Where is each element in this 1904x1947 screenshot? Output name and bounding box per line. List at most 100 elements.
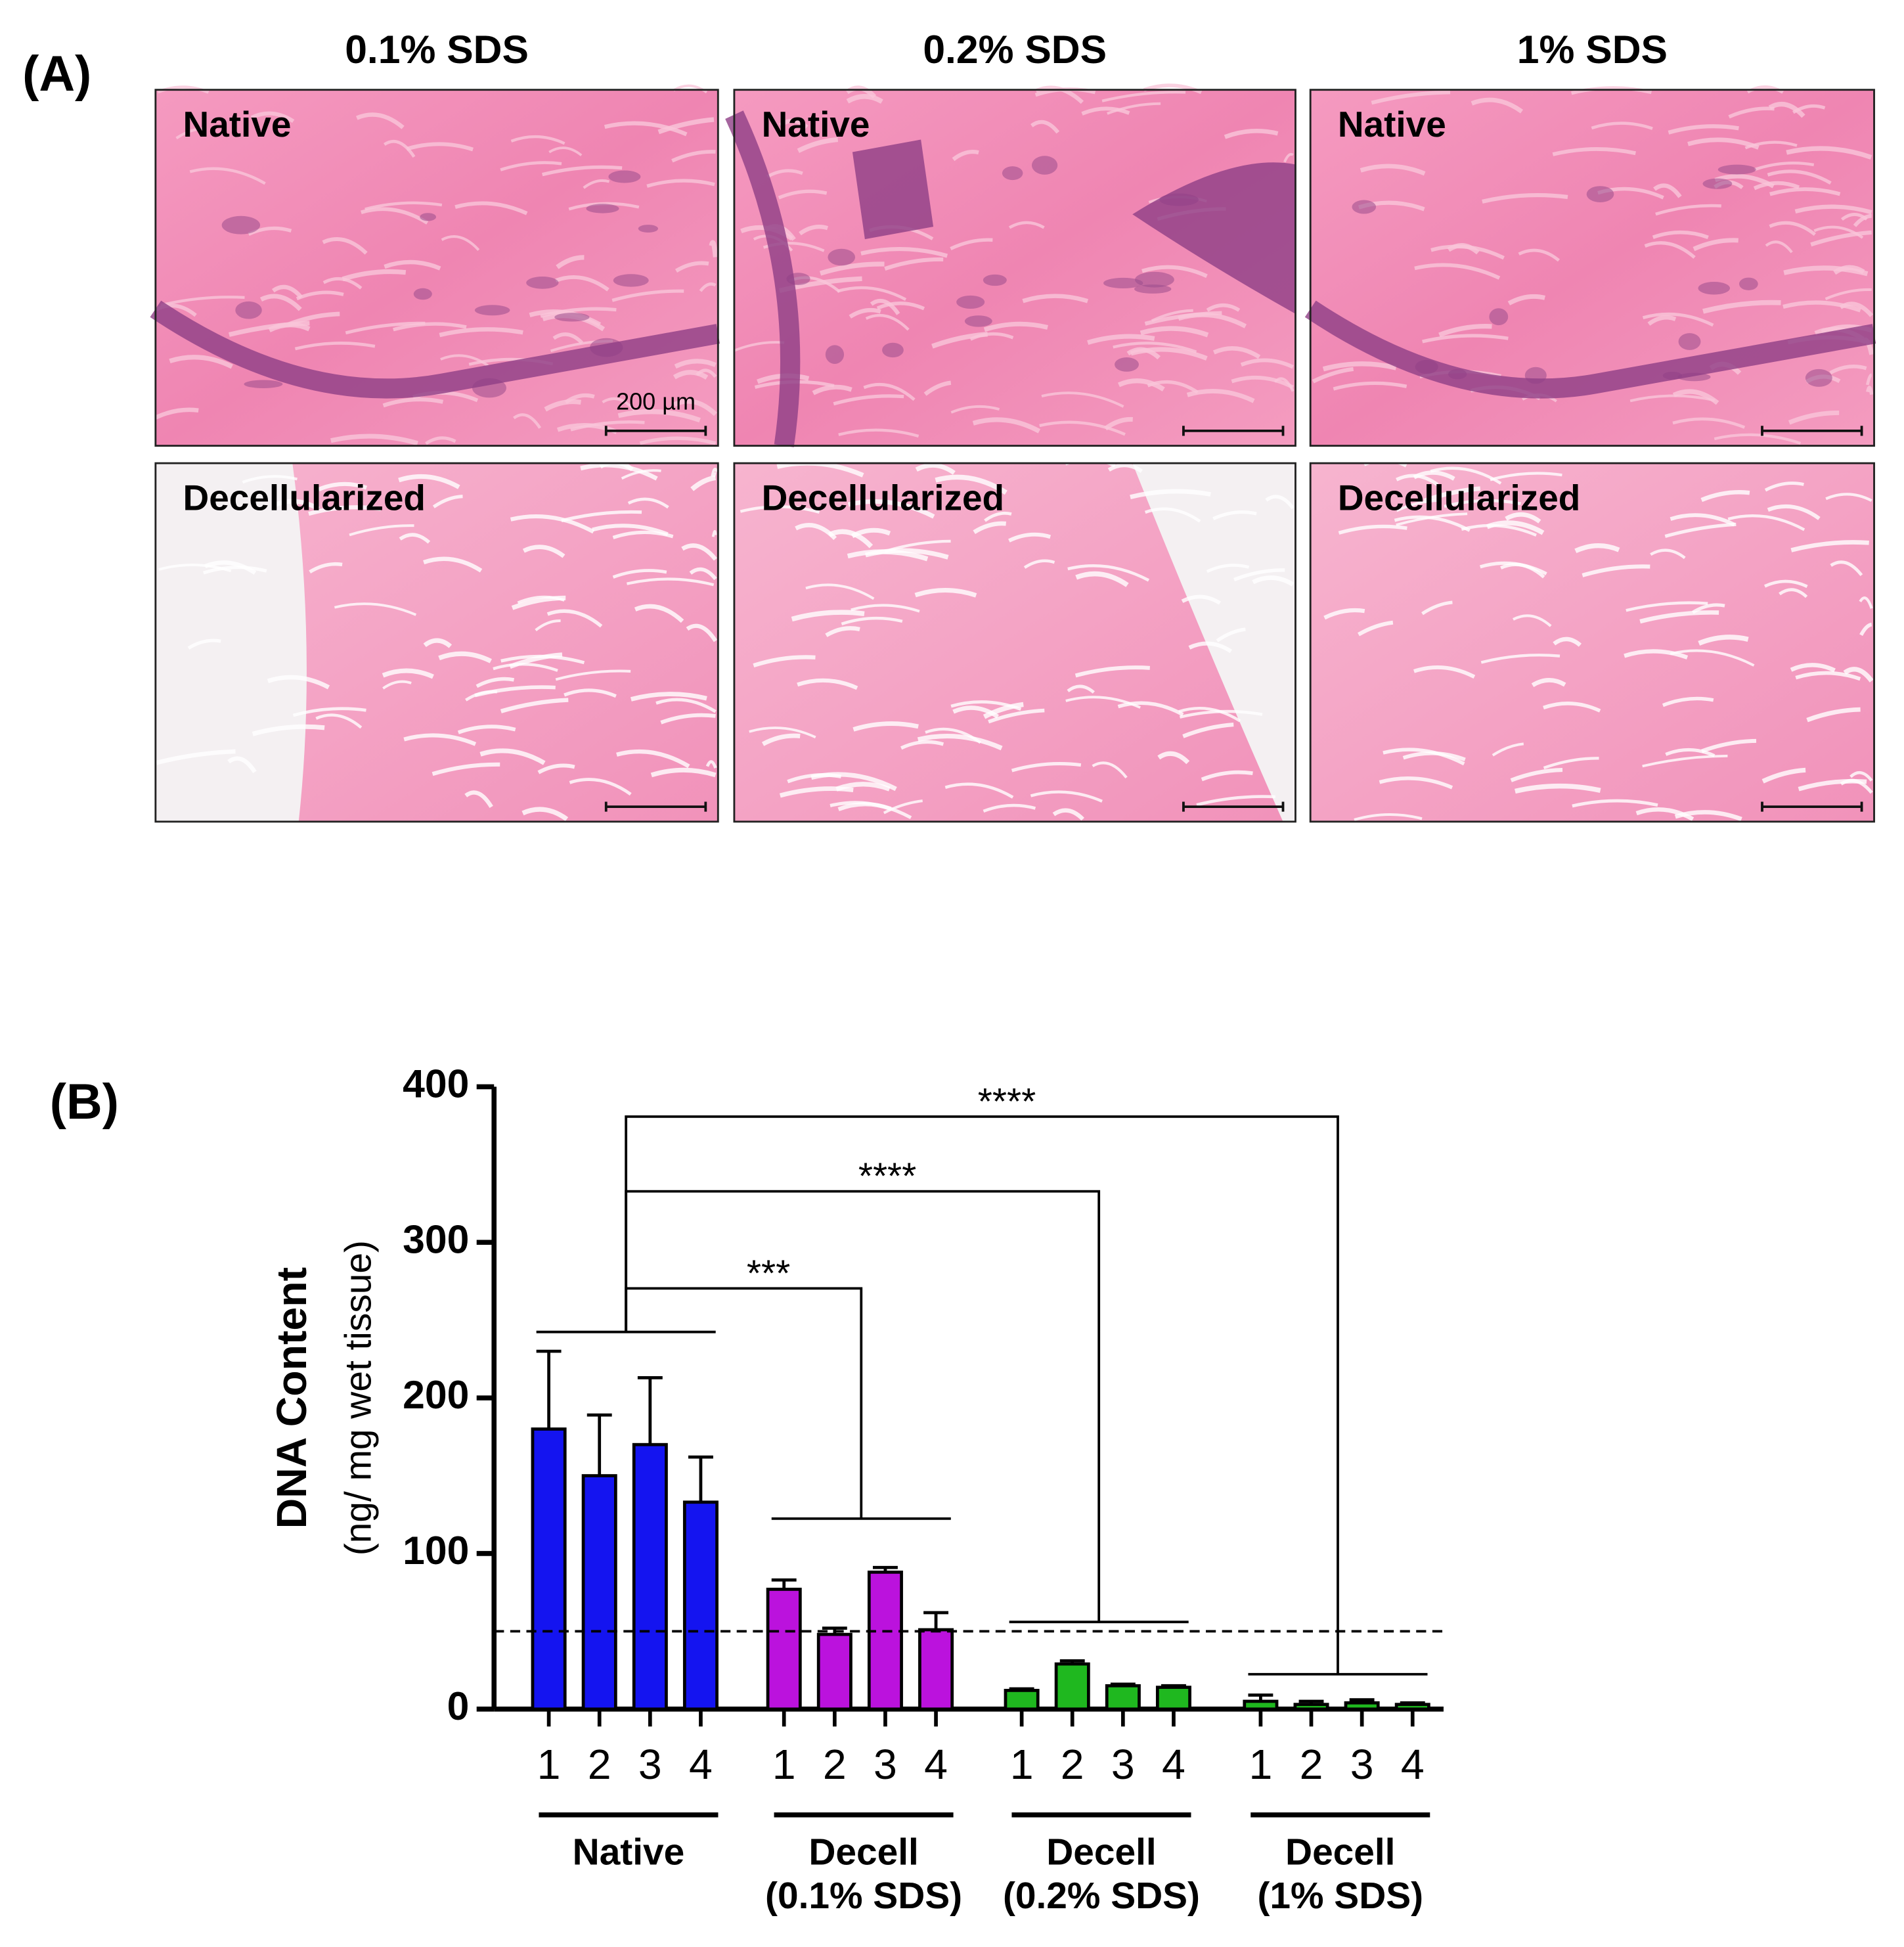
tissue-fiber <box>1479 561 1547 575</box>
tissue-fiber <box>1107 463 1143 474</box>
tissue-fiber <box>1396 499 1440 512</box>
tissue-fiber <box>267 675 330 690</box>
tissue-fiber <box>476 677 515 688</box>
tissue-fiber <box>1790 663 1836 673</box>
tissue-fiber <box>540 307 617 318</box>
tissue-fiber <box>441 235 480 251</box>
error-bar <box>536 1349 562 1429</box>
tissue-fiber <box>1358 620 1394 637</box>
tissue-fiber <box>292 707 366 717</box>
tissue-fiber <box>204 560 257 575</box>
tissue-fiber <box>1515 783 1601 794</box>
tissue-fiber <box>838 428 919 438</box>
x-tick-label: 4 <box>1401 1741 1425 1788</box>
tissue-fiber <box>1206 303 1241 312</box>
tissue-fiber <box>830 801 912 819</box>
bar <box>1105 1684 1141 1711</box>
cell-cluster <box>983 274 1007 286</box>
tissue-fiber <box>1030 120 1060 134</box>
tissue-fiber <box>675 261 709 273</box>
tissue-fiber <box>852 721 919 732</box>
y-tick-label: 400 <box>403 1061 469 1106</box>
tissue-fiber <box>1414 263 1501 280</box>
tissue-fiber <box>1843 667 1874 683</box>
tissue-fiber <box>791 610 865 622</box>
tissue-fiber <box>778 118 808 129</box>
cell-cluster <box>221 215 261 235</box>
tissue-fiber <box>1224 128 1279 139</box>
tissue-fiber <box>611 289 684 302</box>
tissue-fiber <box>1216 627 1246 642</box>
tissue-fiber <box>1662 696 1714 707</box>
tissue-fiber <box>749 727 816 739</box>
bar <box>632 1443 668 1711</box>
tissue-fiber <box>1201 770 1253 782</box>
cell-cluster <box>608 170 641 183</box>
x-tick-label: 3 <box>874 1741 897 1788</box>
tissue-fiber <box>1130 489 1211 500</box>
tissue-fiber <box>403 733 477 746</box>
tissue-fiber <box>972 417 1041 434</box>
legend-label: Decell <box>1046 1832 1156 1873</box>
tissue-fiber <box>1572 799 1658 808</box>
tissue-fiber <box>870 298 900 315</box>
scale-bar <box>604 801 707 812</box>
tissue-fiber <box>860 247 948 258</box>
cell-cluster <box>526 277 559 289</box>
tissue-fiber <box>797 137 839 153</box>
tissue-fiber <box>1825 493 1872 503</box>
tissue-fiber <box>671 150 716 163</box>
tissue-fiber <box>711 468 719 478</box>
tissue-fiber <box>1765 240 1793 254</box>
tissue-fiber <box>1783 265 1869 277</box>
tissue-fiber <box>1008 221 1045 229</box>
tissue-fiber <box>1795 671 1861 681</box>
tissue-fiber <box>457 725 516 734</box>
tissue-fiber <box>931 331 988 349</box>
tissue-fiber <box>542 165 623 177</box>
legend-label: Decell <box>1285 1832 1395 1873</box>
tissue-fiber <box>900 740 944 750</box>
tissue-fiber <box>705 760 717 769</box>
tissue-fiber <box>1830 560 1863 577</box>
tissue-fiber <box>361 207 429 225</box>
tissue-fiber <box>1744 141 1798 150</box>
tissue-fiber <box>1670 513 1735 527</box>
tissue-fiber <box>837 286 907 302</box>
tissue-fiber <box>851 527 891 539</box>
tissue-fiber <box>1052 808 1084 821</box>
row-label: Native <box>183 104 292 145</box>
tissue-fiber <box>556 255 585 269</box>
tissue-fiber <box>1650 548 1686 560</box>
cell-cluster <box>413 288 432 300</box>
tissue-fiber <box>1233 568 1285 581</box>
tissue-fiber <box>1507 294 1545 305</box>
scale-bar <box>1182 426 1285 436</box>
tissue-fiber <box>365 201 443 211</box>
tissue-fiber <box>510 135 565 145</box>
panel-label: (B) <box>50 1074 119 1130</box>
tissue-fiber <box>454 201 528 215</box>
tissue-fiber <box>673 370 709 380</box>
bar <box>581 1474 617 1711</box>
error-bar <box>637 1376 663 1445</box>
tissue-fiber <box>1181 594 1221 605</box>
x-tick-label: 3 <box>638 1741 662 1788</box>
tissue-fiber <box>1866 386 1874 395</box>
tissue-fiber <box>833 394 904 406</box>
tissue-fiber <box>248 226 292 236</box>
tissue-fiber <box>674 359 717 369</box>
tissue-fiber <box>1087 334 1155 345</box>
tissue-fiber <box>169 355 233 369</box>
tissue-fiber <box>1421 600 1453 615</box>
error-bar <box>923 1611 949 1630</box>
tissue-fiber <box>1107 102 1161 115</box>
tissue-fiber <box>917 733 1003 751</box>
tissue-fiber <box>630 692 707 702</box>
tissue-fiber <box>425 436 456 445</box>
tissue-fiber <box>709 240 719 257</box>
cell-cluster <box>420 213 437 221</box>
tissue-fiber <box>564 688 617 698</box>
tissue-fiber <box>522 545 565 558</box>
tissue-fiber <box>1794 204 1872 215</box>
